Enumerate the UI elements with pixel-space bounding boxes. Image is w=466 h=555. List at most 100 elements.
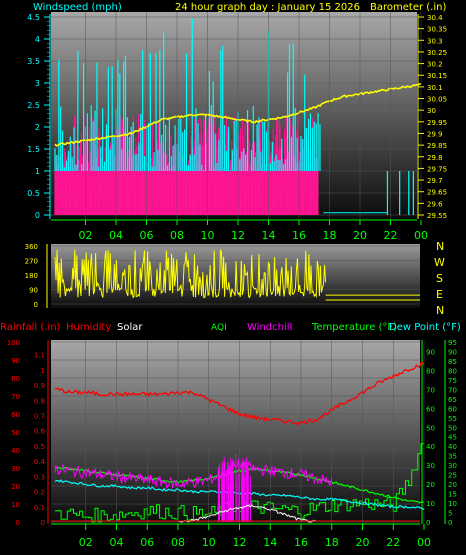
- baro-tick-label: 30.2: [427, 61, 443, 69]
- dir-tick-label: 270: [25, 258, 38, 266]
- temp-tick-label: 50: [426, 424, 435, 432]
- temp-right-tick-label: 65: [448, 396, 457, 404]
- legend-dewpoint: Dew Point (°F): [389, 322, 461, 333]
- dir-tick-label: 360: [25, 243, 38, 251]
- temp-right-tick-label: 0: [448, 519, 452, 527]
- humidity-tick-label: 60: [11, 411, 20, 419]
- baro-tick-label: 29.65: [427, 189, 447, 197]
- legend-solar: Solar: [117, 322, 143, 333]
- wind-tick-label: 3: [35, 79, 40, 88]
- wind-direction-line: [54, 249, 327, 299]
- temp-right-tick-label: 75: [448, 377, 457, 385]
- baro-tick-label: 30.25: [427, 49, 447, 57]
- rain-tick-label: 0.2: [34, 489, 45, 497]
- temp-tick-label: 70: [426, 386, 435, 394]
- graph-title: 24 hour graph day : January 15 2026: [175, 2, 360, 13]
- rain-tick-label: 0.7: [34, 412, 45, 420]
- temp-right-tick-label: 40: [448, 443, 457, 451]
- temp-right-tick-label: 45: [448, 434, 457, 442]
- temp-tick-label: 10: [426, 500, 435, 508]
- hour-label: 12: [233, 536, 247, 549]
- baro-tick-label: 29.95: [427, 119, 447, 127]
- hour-label: 06: [140, 536, 154, 549]
- hour-label: 00: [417, 536, 431, 549]
- rain-tick-label: 0.4: [34, 458, 46, 466]
- humidity-tick-label: 80: [11, 375, 20, 383]
- temp-right-tick-label: 55: [448, 415, 457, 423]
- rain-tick-label: 0.3: [34, 473, 45, 481]
- compass-labels: N W S E N: [434, 240, 445, 317]
- wind-chart: 0 0.5 1 1.5 2 2.5 3 3.5 4 4.5 29.55 29.6 29.65 29.7 29…: [27, 12, 447, 242]
- hour-label: 18: [325, 536, 339, 549]
- rain-tick-label: 0.9: [34, 382, 45, 390]
- wind-tick-label: 0: [35, 211, 40, 220]
- rain-tick-label: 1: [41, 367, 45, 375]
- hour-label: 08: [171, 536, 185, 549]
- hour-label: 08: [170, 229, 184, 242]
- hour-label: 14: [263, 536, 277, 549]
- baro-tick-label: 29.9: [427, 130, 443, 138]
- hour-label: 16: [294, 536, 308, 549]
- compass-label: N: [436, 304, 444, 317]
- compass-label: S: [436, 272, 443, 285]
- wind-tick-label: 4: [35, 35, 40, 44]
- temp-right-tick-label: 50: [448, 424, 457, 432]
- wind-direction-chart: 0 90 180 270 360: [25, 243, 420, 309]
- baro-tick-label: 29.55: [427, 212, 447, 220]
- baro-tick-label: 30.35: [427, 26, 447, 34]
- wind-tick-label: 3.5: [27, 57, 40, 66]
- humidity-tick-label: 10: [11, 501, 20, 509]
- rain-tick-label: 0: [41, 519, 45, 527]
- baro-tick-label: 29.85: [427, 142, 447, 150]
- bottom-legend: Rainfall (.in) Humidity Solar AQI Windch…: [0, 322, 461, 333]
- hour-label: 02: [79, 536, 93, 549]
- rain-tick-label: 0.5: [34, 443, 45, 451]
- temp-tick-label: 20: [426, 481, 435, 489]
- hour-label: 06: [140, 229, 154, 242]
- hour-label: 04: [109, 229, 123, 242]
- temp-right-tick-label: 70: [448, 386, 457, 394]
- temp-right-tick-label: 80: [448, 367, 457, 375]
- legend-humidity: Humidity: [66, 322, 111, 333]
- humidity-tick-label: 100: [7, 339, 20, 347]
- temp-right-tick-label: 95: [448, 339, 457, 347]
- hour-label: 04: [110, 536, 124, 549]
- humidity-tick-label: 90: [11, 357, 20, 365]
- temp-tick-label: 90: [426, 348, 435, 356]
- temp-tick-label: 40: [426, 443, 435, 451]
- temp-right-tick-label: 20: [448, 481, 457, 489]
- rain-tick-label: 0.8: [34, 397, 45, 405]
- hour-label: 00: [414, 229, 428, 242]
- humidity-tick-label: 70: [11, 393, 20, 401]
- hour-label: 22: [384, 229, 398, 242]
- baro-tick-label: 29.8: [427, 154, 443, 162]
- temp-tick-label: 60: [426, 405, 435, 413]
- temp-tick-label: 80: [426, 367, 435, 375]
- temp-right-tick-label: 30: [448, 462, 457, 470]
- temperature-chart: 010203040506070809010000.10.20.30.40.50.…: [7, 339, 457, 549]
- dir-tick-label: 180: [25, 272, 38, 280]
- baro-tick-label: 30.15: [427, 72, 447, 80]
- rain-tick-label: 0.6: [34, 428, 46, 436]
- hour-label: 20: [356, 536, 370, 549]
- humidity-tick-label: 40: [11, 447, 20, 455]
- hour-label: 10: [201, 229, 215, 242]
- baro-tick-label: 30.4: [427, 14, 443, 22]
- hour-label: 20: [353, 229, 367, 242]
- temp-right-tick-label: 10: [448, 500, 457, 508]
- wind-tick-label: 2: [35, 123, 40, 132]
- wind-tick-label: 1: [35, 167, 40, 176]
- windchill-line: [54, 460, 333, 490]
- dir-tick-label: 0: [34, 301, 38, 309]
- humidity-tick-label: 0: [16, 519, 20, 527]
- compass-label: E: [436, 288, 443, 301]
- wind-tick-label: 2.5: [27, 101, 40, 110]
- legend-temperature: Temperature (°F): [311, 322, 397, 333]
- humidity-tick-label: 20: [11, 483, 20, 491]
- hour-label: 12: [231, 229, 245, 242]
- rain-tick-label: 1.1: [34, 352, 45, 360]
- hour-label: 22: [386, 536, 400, 549]
- hour-label: 16: [292, 229, 306, 242]
- baro-tick-label: 29.7: [427, 177, 443, 185]
